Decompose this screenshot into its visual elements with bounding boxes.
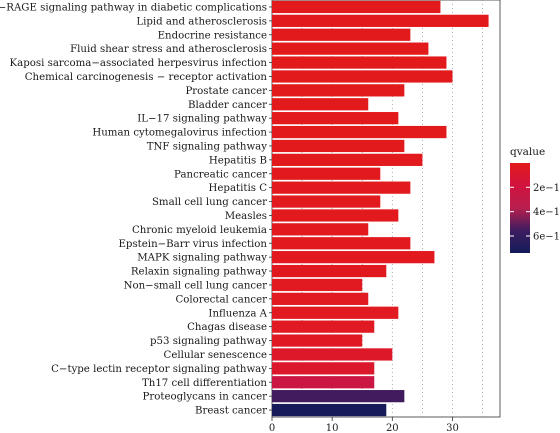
bar: [272, 56, 447, 69]
bar: [272, 251, 435, 264]
category-label: Lipid and atherosclerosis: [136, 16, 267, 27]
category-label: Colorectal cancer: [175, 294, 267, 305]
category-label: Chronic myeloid leukemia: [132, 225, 267, 236]
category-label: Measles: [225, 211, 267, 222]
bar: [272, 70, 453, 83]
bar: [272, 237, 411, 250]
category-label: Th17 cell differentiation: [142, 378, 267, 389]
category-label: Human cytomegalovirus infection: [92, 128, 267, 139]
y-axis: AGE−RAGE signaling pathway in diabetic c…: [0, 2, 272, 417]
bar: [272, 42, 429, 55]
bar: [272, 195, 381, 208]
bar: [272, 28, 411, 41]
x-tick-label: 20: [386, 423, 399, 433]
legend-tick-label: 4e−12: [533, 207, 560, 218]
x-tick-label: 0: [269, 423, 275, 433]
category-label: Influenza A: [208, 308, 267, 319]
bar: [272, 306, 399, 319]
bar: [272, 348, 393, 361]
category-label: Small cell lung cancer: [152, 197, 267, 208]
category-label: MAPK signaling pathway: [137, 253, 267, 264]
bar: [272, 84, 405, 97]
category-label: Kaposi sarcoma−associated herpesvirus in…: [10, 58, 268, 69]
category-label: Cellular senescence: [164, 350, 267, 361]
category-label: Prostate cancer: [185, 86, 267, 97]
bar: [272, 362, 375, 375]
category-label: Proteoglycans in cancer: [143, 392, 268, 403]
x-tick-label: 30: [446, 423, 459, 433]
category-label: Chagas disease: [187, 322, 267, 333]
bar: [272, 278, 363, 292]
plot-panel: [271, 0, 501, 418]
category-label: C−type lectin receptor signaling pathway: [51, 364, 267, 375]
category-label: Hepatitis C: [209, 183, 268, 194]
x-axis: 0 10 20 30: [269, 417, 459, 433]
plot-border: [271, 0, 501, 418]
bar: [272, 153, 423, 166]
legend-tick-label: 6e−12: [533, 231, 560, 242]
category-label: Bladder cancer: [188, 100, 267, 111]
bar: [272, 320, 375, 333]
bar: [272, 98, 369, 111]
category-label: Non−small cell lung cancer: [124, 280, 268, 291]
category-label: TNF signaling pathway: [147, 141, 268, 152]
bar: [272, 376, 375, 389]
bar: [272, 403, 387, 417]
category-label: Breast cancer: [195, 406, 267, 417]
category-label: Relaxin signaling pathway: [131, 267, 267, 278]
category-label: IL−17 signaling pathway: [137, 114, 267, 125]
legend-title: qvalue: [510, 146, 545, 158]
category-label: Pancreatic cancer: [174, 169, 267, 180]
bar: [272, 139, 405, 153]
category-label: Epstein−Barr virus infection: [119, 239, 268, 250]
bar: [272, 209, 399, 222]
bar: [272, 223, 369, 236]
bar: [272, 390, 405, 403]
legend-colorbar: [510, 163, 530, 253]
bar: [272, 0, 441, 14]
qvalue-legend: qvalue 2e−12 4e−12 6e−12: [510, 146, 560, 253]
category-label: Hepatitis B: [209, 155, 267, 166]
category-label: Fluid shear stress and atherosclerosis: [70, 44, 267, 55]
legend-tick-label: 2e−12: [533, 183, 560, 194]
bar: [272, 264, 387, 278]
x-tick-label: 10: [326, 423, 339, 433]
bar: [272, 125, 447, 139]
bar: [272, 181, 411, 194]
category-label: p53 signaling pathway: [150, 336, 267, 347]
bar: [272, 167, 381, 180]
bar: [272, 292, 369, 305]
bar: [272, 112, 399, 125]
bar: [272, 14, 489, 27]
category-label: Chemical carcinogenesis − receptor activ…: [25, 72, 268, 83]
category-label: Endocrine resistance: [158, 30, 267, 41]
category-label: AGE−RAGE signaling pathway in diabetic c…: [0, 2, 267, 13]
bar: [272, 334, 363, 347]
